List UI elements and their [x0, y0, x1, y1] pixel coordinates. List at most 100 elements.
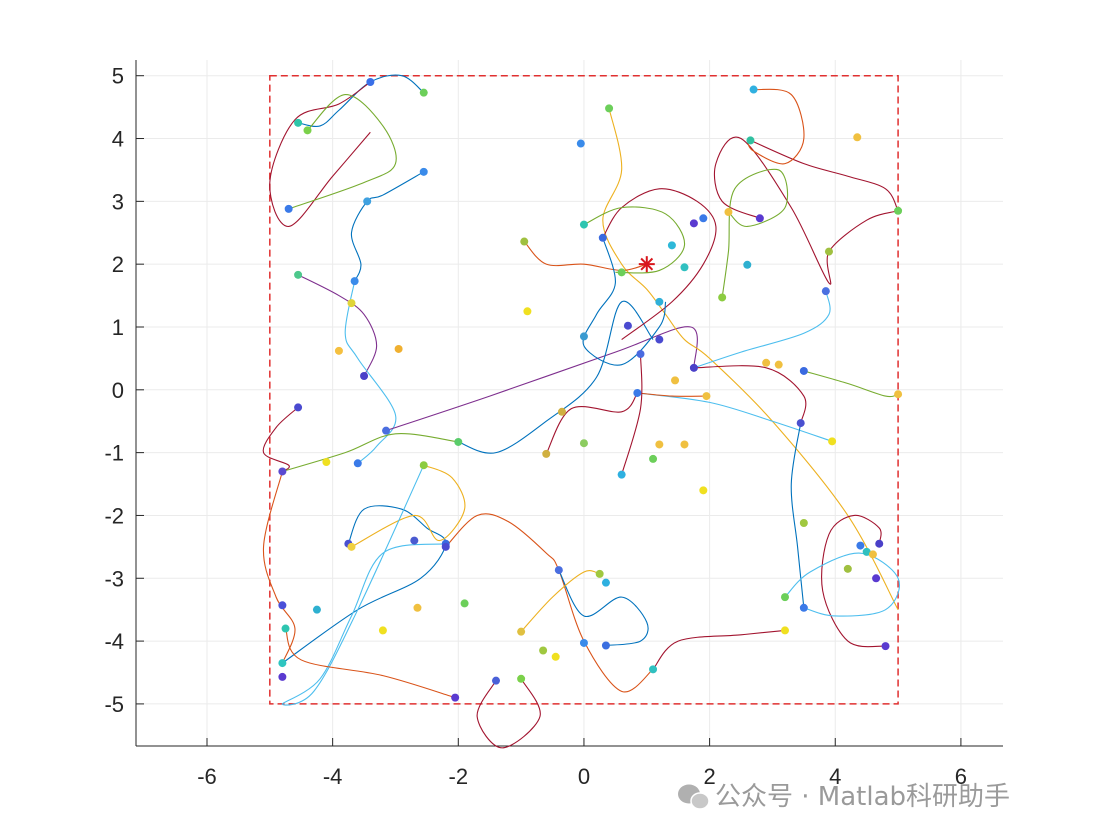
- point: [875, 539, 884, 548]
- plot-area: -6 -4 -2 0 2 4 6 -5 -4 -3 -2 -1 0 1 2 3 4 5: [104, 60, 1003, 789]
- point: [378, 626, 387, 635]
- point: [576, 139, 585, 148]
- path-line: [520, 570, 600, 633]
- point: [278, 672, 287, 681]
- point: [881, 642, 890, 651]
- y-tick-label: 5: [112, 64, 124, 89]
- x-tick-label: -4: [323, 764, 343, 789]
- y-tick-label: 2: [112, 252, 124, 277]
- point: [284, 204, 293, 213]
- point: [649, 665, 658, 674]
- path-line: [693, 291, 831, 369]
- x-tick-label: -2: [449, 764, 469, 789]
- point: [294, 270, 303, 279]
- point: [623, 321, 632, 330]
- point: [633, 388, 642, 397]
- point: [894, 206, 903, 215]
- path-line: [281, 464, 446, 706]
- x-tick-label: -6: [197, 764, 217, 789]
- y-tick-label: -3: [104, 566, 124, 591]
- path-line: [269, 81, 371, 228]
- point: [579, 638, 588, 647]
- path-line: [351, 464, 466, 548]
- path-line: [545, 392, 638, 455]
- point: [517, 627, 526, 636]
- point: [281, 624, 290, 633]
- point: [636, 350, 645, 358]
- point: [843, 564, 852, 573]
- point: [595, 569, 604, 578]
- point: [551, 652, 560, 661]
- point: [824, 247, 833, 256]
- target: [638, 256, 655, 273]
- point: [862, 547, 871, 556]
- point: [780, 593, 789, 602]
- point: [605, 104, 614, 113]
- point: [579, 332, 588, 341]
- point: [419, 461, 428, 470]
- point: [689, 219, 698, 228]
- point: [853, 133, 862, 142]
- path-line: [350, 171, 425, 282]
- point: [680, 440, 689, 449]
- point: [410, 536, 419, 545]
- point: [821, 287, 830, 296]
- point: [749, 85, 758, 94]
- point: [724, 208, 733, 217]
- path-line: [262, 471, 296, 664]
- point: [746, 136, 755, 145]
- x-tick-label: 2: [703, 764, 715, 789]
- point: [394, 344, 403, 353]
- point: [872, 574, 881, 583]
- path-line: [445, 513, 654, 693]
- point: [649, 454, 658, 463]
- point: [856, 541, 865, 550]
- point: [868, 550, 877, 559]
- path-line: [821, 514, 886, 648]
- point: [894, 390, 903, 399]
- point: [655, 335, 664, 344]
- point: [799, 518, 808, 527]
- point: [491, 676, 500, 685]
- points: [278, 77, 903, 702]
- ticks: -6 -4 -2 0 2 4 6 -5 -4 -3 -2 -1 0 1 2 3 4 5: [104, 64, 967, 789]
- path-line: [523, 241, 647, 271]
- point: [278, 601, 287, 610]
- point: [617, 268, 626, 277]
- point: [689, 363, 698, 372]
- point: [366, 77, 375, 86]
- path-line: [458, 300, 654, 454]
- y-tick-label: -4: [104, 629, 124, 654]
- y-tick-label: -1: [104, 441, 124, 466]
- point: [601, 578, 610, 587]
- point: [454, 437, 463, 446]
- point: [774, 360, 783, 369]
- point: [451, 693, 460, 702]
- path-line: [803, 370, 899, 398]
- path-line: [602, 108, 899, 610]
- point: [350, 277, 359, 286]
- point: [671, 376, 680, 385]
- point: [419, 167, 428, 176]
- point: [353, 459, 362, 468]
- path-line: [558, 569, 649, 647]
- boundary: [269, 74, 899, 705]
- point: [780, 626, 789, 635]
- watermark: 公众号 · Matlab科研助手: [715, 782, 1010, 812]
- path-line: [790, 423, 805, 608]
- point: [294, 403, 303, 412]
- path-line: [297, 74, 425, 127]
- point: [579, 220, 588, 229]
- wechat-icon: [678, 784, 710, 810]
- path-line: [621, 353, 643, 475]
- path-line: [750, 139, 899, 212]
- x-tick-label: 0: [578, 764, 590, 789]
- point: [360, 371, 369, 380]
- point: [680, 263, 689, 272]
- point: [523, 307, 532, 316]
- point: [762, 358, 771, 367]
- point: [743, 260, 752, 269]
- path-line: [721, 168, 789, 298]
- point: [441, 542, 450, 551]
